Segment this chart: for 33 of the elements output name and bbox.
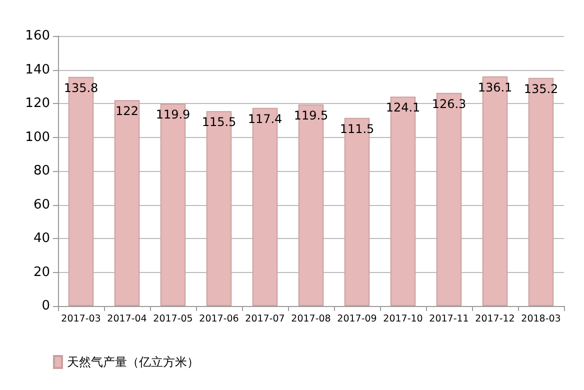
y-tick-label: 120 bbox=[25, 96, 50, 111]
y-tick-label: 60 bbox=[33, 197, 50, 212]
data-label: 111.5 bbox=[340, 122, 374, 136]
bar bbox=[114, 100, 140, 306]
x-tick-label: 2017-10 bbox=[383, 314, 423, 324]
y-tick-label: 40 bbox=[33, 231, 50, 246]
y-tick-label: 20 bbox=[33, 264, 50, 280]
x-tick-label: 2017-09 bbox=[337, 314, 377, 324]
x-tick-label: 2017-06 bbox=[199, 314, 239, 324]
y-tick-label: 140 bbox=[25, 62, 50, 78]
x-tick-label: 2017-12 bbox=[475, 314, 515, 324]
x-tick-label: 2017-07 bbox=[245, 314, 285, 324]
data-label: 126.3 bbox=[432, 96, 466, 111]
x-tick-label: 2017-04 bbox=[107, 314, 147, 324]
legend-label: 天然气产量（亿立方米） bbox=[67, 355, 199, 369]
data-label: 115.5 bbox=[202, 115, 236, 130]
data-label: 117.4 bbox=[248, 112, 282, 126]
data-label: 119.5 bbox=[294, 108, 328, 122]
x-tick-label: 2018-03 bbox=[521, 314, 561, 324]
data-label: 136.1 bbox=[478, 80, 512, 94]
data-label: 135.8 bbox=[64, 80, 98, 95]
data-label: 135.2 bbox=[524, 82, 558, 96]
y-tick-label: 100 bbox=[25, 130, 50, 145]
y-tick-label: 0 bbox=[42, 298, 50, 314]
y-tick-label: 160 bbox=[25, 28, 50, 44]
x-tick-label: 2017-03 bbox=[61, 314, 101, 324]
data-label: 119.9 bbox=[156, 108, 190, 122]
x-tick-label: 2017-11 bbox=[429, 314, 469, 324]
data-label: 122 bbox=[116, 104, 138, 118]
y-tick-label: 80 bbox=[33, 164, 50, 178]
x-tick-label: 2017-05 bbox=[153, 314, 193, 324]
data-label: 124.1 bbox=[386, 100, 420, 115]
x-tick-label: 2017-08 bbox=[291, 314, 331, 324]
